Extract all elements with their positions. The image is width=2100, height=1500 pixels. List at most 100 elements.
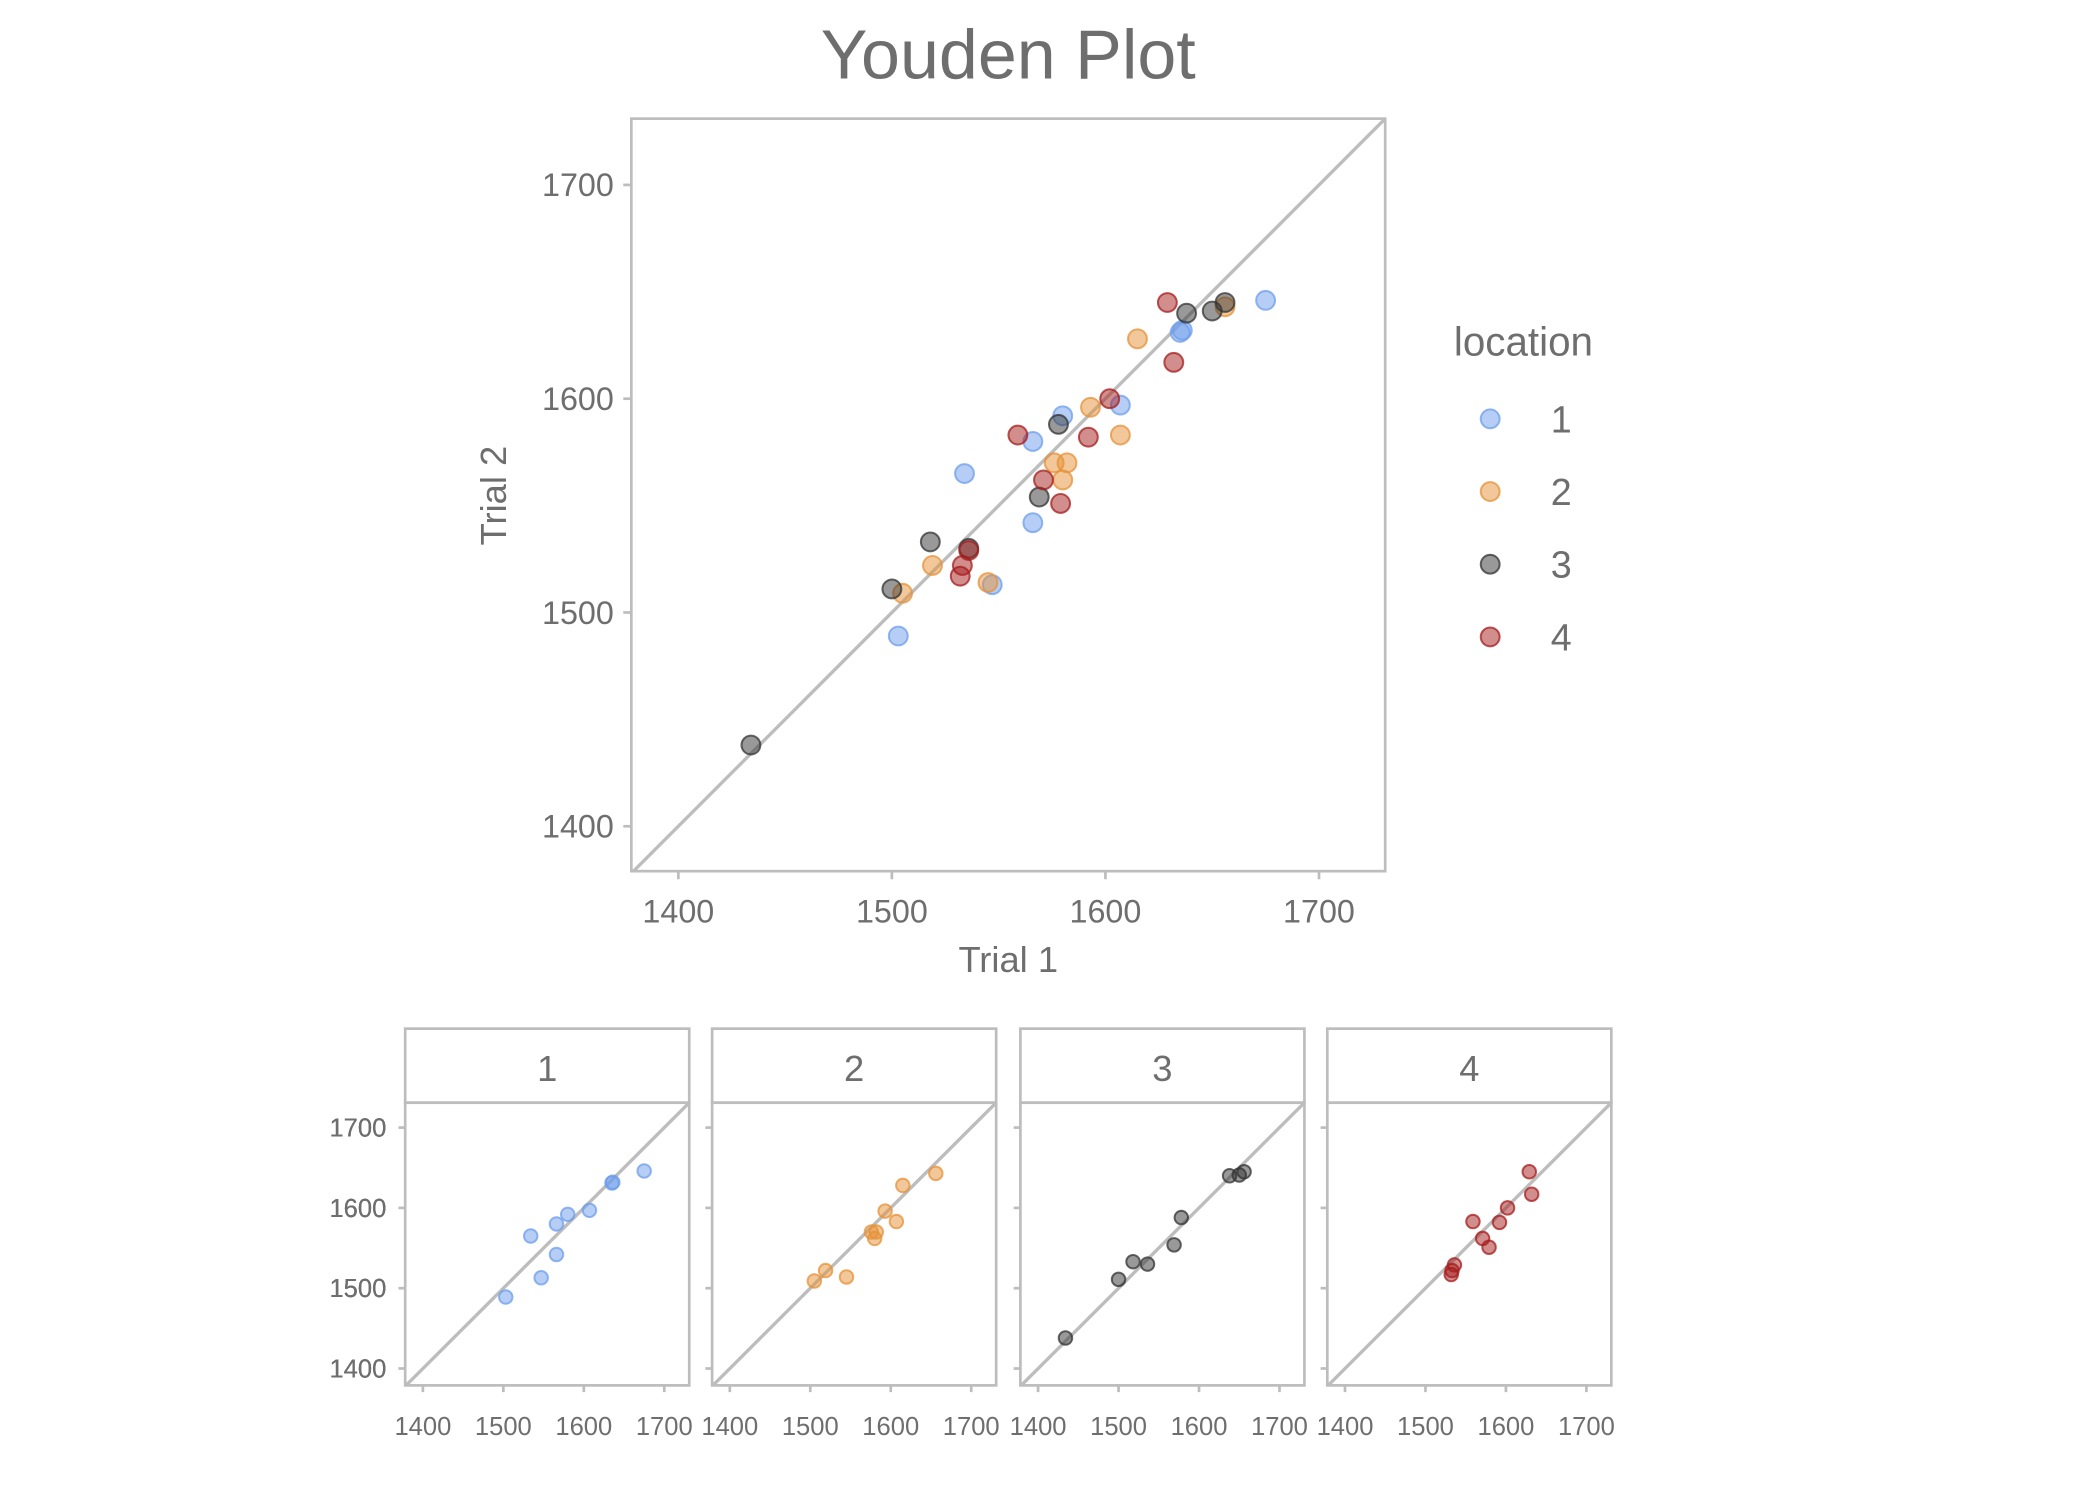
facet-3-point-location-3: [1166, 1237, 1182, 1253]
main-point-location-2: [1127, 328, 1148, 350]
facet-2-point-location-2: [877, 1203, 893, 1219]
main-panel-frame: [630, 117, 1387, 873]
facet-2-point-location-2: [817, 1262, 834, 1279]
main-x-tick-label: 1400: [642, 893, 714, 929]
main-point-location-3: [1028, 486, 1050, 508]
facet-1-point-location-1: [533, 1270, 549, 1286]
facet-4-x-tick-label: 1700: [1558, 1413, 1615, 1441]
facet-4-y-tick-label: 1700: [329, 1115, 386, 1143]
facet-strip-1: [403, 1027, 691, 1105]
facet-1-y-tick-label: 1600: [329, 1195, 386, 1223]
facet-3-x-tick-label: 1400: [1010, 1413, 1067, 1441]
facet-1-point-location-1: [559, 1206, 576, 1223]
main-point-location-1: [1169, 321, 1191, 343]
facet-2-x-tick-label: 1700: [943, 1413, 1000, 1441]
facet-2-point-location-2: [806, 1273, 823, 1289]
facet-1-point-location-1: [581, 1202, 598, 1219]
facet-3-y-tick-label: 1700: [329, 1115, 386, 1143]
main-point-location-1: [887, 625, 909, 647]
legend-marker-4: [1479, 626, 1501, 648]
facet-1-point-location-1: [548, 1216, 565, 1232]
legend-title: location: [1454, 319, 1593, 365]
main-point-location-4: [1033, 469, 1054, 491]
facet-2-point-location-2: [928, 1165, 944, 1182]
main-x-tick-label: 1600: [1070, 893, 1142, 929]
facet-strip-label: 2: [844, 1048, 864, 1089]
facet-3-point-location-3: [1057, 1330, 1074, 1346]
main-point-location-2: [1080, 396, 1101, 418]
main-point-location-4: [1007, 424, 1029, 446]
legend-label-2: 2: [1551, 471, 1572, 513]
facet-4-y-tick-label: 1500: [329, 1275, 386, 1303]
legend-marker-2: [1479, 481, 1501, 502]
facet-2-identity-line: [711, 1101, 998, 1387]
facet-2-x-tick-label: 1600: [862, 1413, 919, 1441]
facet-2-point-location-2: [866, 1230, 883, 1247]
facet-3-point-location-3: [1173, 1209, 1190, 1226]
facet-2-panel-frame: [710, 1101, 998, 1387]
main-point-location-1: [1255, 289, 1277, 311]
facet-4-panel-frame: [1325, 1101, 1613, 1387]
facet-3-point-location-3: [1110, 1271, 1127, 1288]
main-point-location-4: [1077, 426, 1099, 448]
main-x-tick-label: 1700: [1283, 893, 1355, 929]
y-axis-label: Trial 2: [473, 446, 514, 546]
facet-4-identity-line: [1326, 1101, 1613, 1387]
facet-2-y-tick-label: 1400: [329, 1355, 386, 1383]
facet-4-x-tick-label: 1500: [1397, 1413, 1454, 1441]
facet-4-y-tick-label: 1400: [329, 1355, 386, 1383]
facet-2-x-tick-label: 1500: [782, 1413, 839, 1441]
main-point-location-4: [1163, 351, 1185, 373]
main-identity-line: [632, 117, 1387, 873]
main-point-location-2: [1052, 469, 1074, 491]
facet-2-point-location-2: [895, 1177, 911, 1194]
main-point-location-4: [949, 565, 971, 587]
facet-3-x-tick-label: 1700: [1251, 1413, 1308, 1441]
facet-3-x-tick-label: 1500: [1090, 1413, 1147, 1441]
facet-1-x-tick-label: 1500: [475, 1413, 532, 1441]
facet-3-point-location-3: [1125, 1253, 1141, 1270]
main-y-tick-label: 1500: [542, 595, 614, 631]
legend-marker-1: [1479, 408, 1501, 430]
facet-3-x-tick-label: 1600: [1171, 1413, 1228, 1441]
facet-4-point-location-4: [1443, 1266, 1459, 1283]
main-point-location-4: [1156, 292, 1178, 313]
facet-strip-3: [1019, 1027, 1306, 1105]
facet-1-point-location-1: [636, 1163, 652, 1179]
facet-1-point-location-1: [604, 1175, 620, 1191]
facet-4-point-location-4: [1481, 1239, 1497, 1255]
main-point-location-2: [1056, 452, 1078, 474]
main-point-location-2: [1109, 424, 1131, 446]
facet-strip-2: [710, 1027, 998, 1105]
facet-3-panel-frame: [1019, 1101, 1306, 1387]
facet-1-y-tick-label: 1500: [329, 1275, 386, 1303]
facet-3-point-location-3: [1221, 1168, 1238, 1184]
facet-strip-label: 4: [1459, 1048, 1479, 1089]
facet-2-point-location-2: [888, 1213, 905, 1230]
main-point-location-3: [1176, 302, 1198, 324]
main-point-location-3: [1048, 413, 1069, 435]
facet-4-point-location-4: [1499, 1200, 1516, 1216]
legend-label-3: 3: [1551, 544, 1572, 586]
facet-4-point-location-4: [1523, 1186, 1540, 1202]
facet-2-y-tick-label: 1600: [329, 1195, 386, 1223]
facet-4-x-tick-label: 1600: [1478, 1413, 1535, 1441]
x-axis-label: Trial 1: [958, 939, 1058, 980]
main-y-tick-label: 1700: [542, 167, 614, 203]
main-point-location-3: [740, 734, 762, 756]
facet-2-point-location-2: [838, 1269, 855, 1285]
main-point-location-1: [954, 463, 975, 484]
facet-4-y-tick-label: 1600: [329, 1195, 386, 1223]
legend-label-1: 1: [1551, 398, 1572, 440]
chart-title: Youden Plot: [821, 15, 1196, 93]
facet-1-point-location-1: [522, 1228, 539, 1244]
facet-3-y-tick-label: 1400: [329, 1355, 386, 1383]
facet-4-point-location-4: [1465, 1213, 1481, 1230]
legend-label-4: 4: [1551, 616, 1572, 658]
main-point-location-4: [1099, 388, 1121, 410]
facet-strip-label: 3: [1152, 1048, 1172, 1089]
facet-3-y-tick-label: 1500: [329, 1275, 386, 1303]
facet-2-x-tick-label: 1400: [701, 1413, 758, 1441]
main-y-tick-label: 1400: [542, 809, 614, 845]
